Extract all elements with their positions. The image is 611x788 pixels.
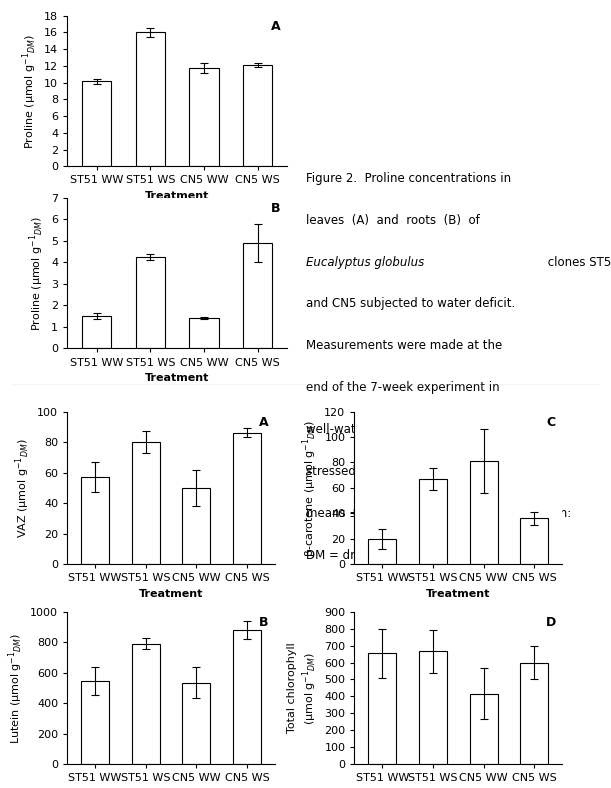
Text: clones ST51: clones ST51 [544, 255, 611, 269]
Text: stressed (WS) plants. Values are: stressed (WS) plants. Values are [306, 465, 497, 478]
Text: n: n [442, 507, 450, 520]
Text: = 5). Abbreviation:: = 5). Abbreviation: [455, 507, 571, 520]
Text: C: C [547, 416, 556, 429]
X-axis label: Treatment: Treatment [426, 589, 491, 599]
Bar [368, 539, 396, 564]
Bar [183, 488, 210, 564]
Y-axis label: Lutein (μmol g$^{-1}$$_{DM}$): Lutein (μmol g$^{-1}$$_{DM}$) [6, 632, 24, 744]
Text: end of the 7-week experiment in: end of the 7-week experiment in [306, 381, 499, 394]
Bar [470, 694, 497, 764]
Text: leaves  (A)  and  roots  (B)  of: leaves (A) and roots (B) of [306, 214, 479, 227]
Y-axis label: Total chlorophyll
(μmol g$^{-1}$$_{DM}$): Total chlorophyll (μmol g$^{-1}$$_{DM}$) [287, 642, 319, 734]
Bar [521, 663, 548, 764]
Bar [470, 461, 497, 564]
Bar [233, 630, 261, 764]
Y-axis label: Proline (μmol g$^{-1}$$_{DM}$): Proline (μmol g$^{-1}$$_{DM}$) [20, 34, 38, 148]
Text: and CN5 subjected to water deficit.: and CN5 subjected to water deficit. [306, 297, 514, 310]
Bar [82, 81, 111, 166]
Y-axis label: Proline (μmol g$^{-1}$$_{DM}$): Proline (μmol g$^{-1}$$_{DM}$) [27, 216, 45, 331]
Bar [132, 644, 159, 764]
Bar [136, 32, 165, 166]
Text: well-watered  (WW)  and  water-: well-watered (WW) and water- [306, 423, 497, 436]
Bar [189, 69, 219, 166]
Bar [243, 65, 273, 166]
Bar [183, 682, 210, 764]
Bar [419, 479, 447, 564]
X-axis label: Treatment: Treatment [145, 191, 210, 201]
Text: Eucalyptus globulus: Eucalyptus globulus [306, 255, 424, 269]
Bar [132, 442, 159, 564]
Bar [233, 433, 261, 564]
X-axis label: Treatment: Treatment [139, 589, 203, 599]
Bar [81, 478, 109, 564]
Bar [521, 519, 548, 564]
Bar [136, 257, 165, 348]
Text: Figure 2.  Proline concentrations in: Figure 2. Proline concentrations in [306, 172, 511, 185]
Text: means ± SE (: means ± SE ( [306, 507, 386, 520]
Bar [419, 652, 447, 764]
Y-axis label: β-carotene (μmol g$^{-1}$$_{DM}$): β-carotene (μmol g$^{-1}$$_{DM}$) [300, 419, 319, 556]
Text: DM = dry mass.: DM = dry mass. [306, 548, 400, 562]
Y-axis label: VAZ (μmol g$^{-1}$$_{DM}$): VAZ (μmol g$^{-1}$$_{DM}$) [13, 438, 32, 537]
Bar [368, 653, 396, 764]
Text: D: D [546, 616, 556, 629]
Text: A: A [271, 20, 280, 33]
Text: B: B [259, 616, 269, 629]
Bar [189, 318, 219, 348]
Text: B: B [271, 203, 280, 215]
X-axis label: Treatment: Treatment [145, 373, 210, 383]
Text: A: A [259, 416, 269, 429]
Text: Measurements were made at the: Measurements were made at the [306, 340, 502, 352]
Bar [82, 316, 111, 348]
Bar [243, 243, 273, 348]
Bar [81, 681, 109, 764]
